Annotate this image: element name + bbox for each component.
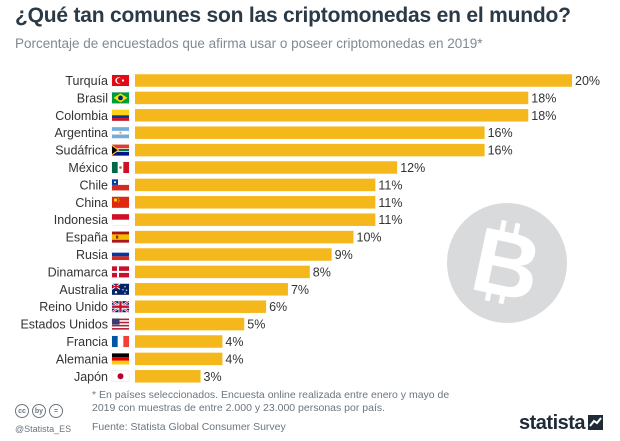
bar	[135, 370, 201, 383]
australia-flag-icon	[111, 283, 130, 295]
bar	[135, 161, 398, 174]
value-label: 4%	[225, 335, 243, 349]
value-label: 5%	[247, 318, 265, 332]
argentina-flag-icon	[111, 126, 130, 139]
bar	[135, 178, 376, 192]
value-label: 11%	[378, 178, 402, 192]
bar	[135, 91, 529, 105]
denmark-flag-icon	[111, 266, 130, 278]
category-label: Francia	[66, 335, 108, 349]
indonesia-flag-icon	[111, 213, 130, 226]
bitcoin-icon: B	[447, 203, 567, 323]
category-label: Alemania	[56, 352, 108, 366]
category-label: Japón	[74, 370, 108, 384]
value-label: 20%	[575, 74, 600, 88]
value-label: 6%	[269, 300, 287, 314]
category-label: Colombia	[55, 109, 108, 123]
value-label: 18%	[531, 91, 556, 105]
bar	[135, 248, 332, 261]
bar	[135, 335, 223, 348]
bar	[135, 196, 376, 209]
brazil-flag-icon	[111, 92, 130, 104]
value-label: 11%	[378, 213, 402, 227]
chart-subtitle: Porcentaje de encuestados que afirma usa…	[15, 36, 483, 51]
germany-flag-icon	[111, 353, 130, 365]
bar	[135, 283, 288, 296]
category-label: Dinamarca	[48, 265, 108, 279]
nd-icon: =	[49, 404, 63, 418]
category-label: Turquía	[65, 74, 108, 88]
license-icons: cc by =	[15, 404, 63, 418]
turkey-flag-icon	[111, 74, 130, 87]
value-label: 11%	[378, 196, 402, 210]
cc-icon: cc	[15, 404, 29, 418]
value-label: 9%	[335, 248, 353, 262]
bar	[135, 74, 572, 87]
category-label: Argentina	[54, 126, 108, 140]
category-label: Brasil	[77, 91, 108, 105]
bar	[135, 213, 376, 226]
category-label: Estados Unidos	[20, 318, 108, 332]
france-flag-icon	[111, 335, 130, 348]
mexico-flag-icon	[111, 161, 130, 174]
value-label: 16%	[488, 126, 513, 140]
source-note: Fuente: Statista Global Consumer Survey	[92, 421, 286, 433]
category-label: China	[75, 196, 108, 210]
value-label: 18%	[531, 109, 556, 123]
bar	[135, 126, 485, 139]
category-label: Sudáfrica	[55, 144, 108, 158]
uk-flag-icon	[111, 300, 130, 314]
russia-flag-icon	[111, 248, 130, 261]
value-label: 8%	[313, 265, 331, 279]
value-label: 7%	[291, 283, 309, 297]
category-label: Rusia	[76, 248, 108, 262]
category-label: Australia	[59, 283, 108, 297]
china-flag-icon	[111, 196, 130, 209]
value-label: 4%	[225, 352, 243, 366]
japan-flag-icon	[111, 370, 130, 382]
value-label: 3%	[204, 370, 222, 384]
usa-flag-icon	[111, 318, 130, 330]
value-label: 12%	[400, 161, 425, 175]
category-label: España	[66, 231, 108, 245]
colombia-flag-icon	[111, 109, 130, 122]
chart-title: ¿Qué tan comunes son las criptomonedas e…	[15, 4, 571, 27]
bar	[135, 317, 245, 331]
bar	[135, 230, 354, 244]
value-label: 16%	[488, 144, 513, 158]
category-label: Indonesia	[54, 213, 108, 227]
bar	[135, 300, 267, 313]
south-africa-flag-icon	[111, 144, 130, 156]
bar	[135, 352, 223, 366]
bar	[135, 265, 310, 279]
category-label: Reino Unido	[39, 300, 108, 314]
spain-flag-icon	[111, 231, 130, 243]
chile-flag-icon	[111, 179, 130, 191]
statista-logo-icon	[588, 415, 603, 430]
category-label: México	[68, 161, 108, 175]
category-label: Chile	[80, 178, 109, 192]
bar	[135, 109, 529, 122]
statista-logo: statista	[519, 412, 586, 434]
twitter-handle: @Statista_ES	[15, 424, 72, 434]
value-label: 10%	[357, 231, 382, 245]
by-icon: by	[32, 404, 46, 418]
footnote: * En países seleccionados. Encuesta onli…	[92, 389, 450, 414]
bar	[135, 143, 485, 157]
